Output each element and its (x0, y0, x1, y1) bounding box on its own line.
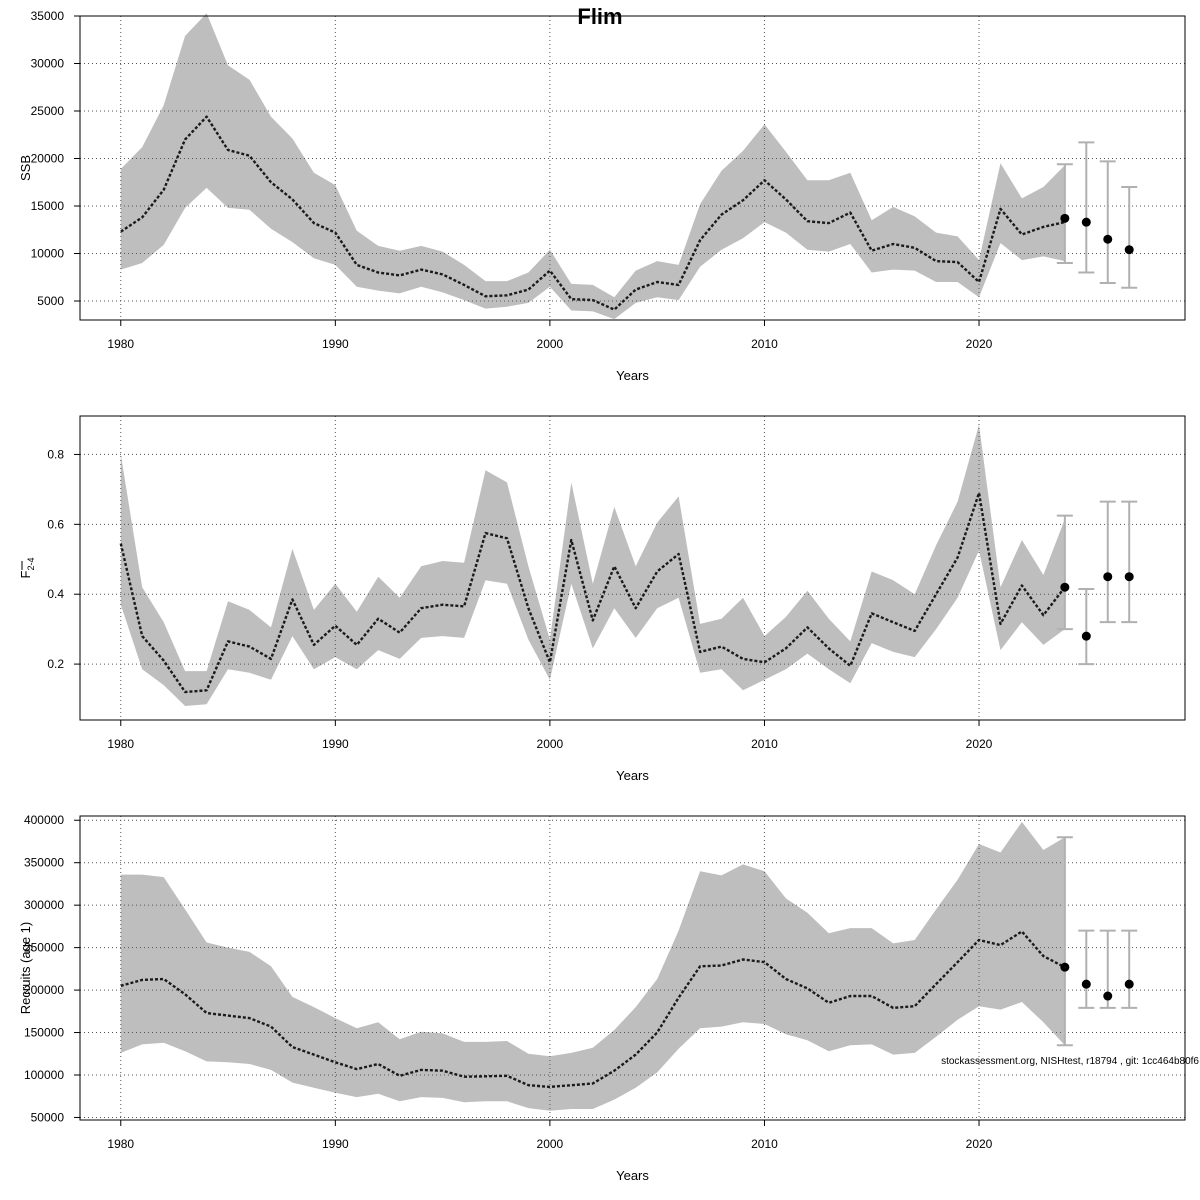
forecast-point (1124, 572, 1134, 582)
recruits-panel: 1980 1990 2000 2010 2020 50000 100000 150000 200… (18, 813, 1186, 1183)
y-axis-label: F2-4 (18, 558, 36, 579)
y-tick-label: 35000 (31, 9, 65, 23)
x-tick-label: 1980 (107, 737, 134, 751)
confidence-band (120, 821, 1065, 1111)
plot-frame (79, 415, 1186, 721)
y-tick-label: 150000 (24, 1026, 64, 1040)
x-tick-label: 2000 (537, 337, 564, 351)
x-axis-label: Years (616, 368, 649, 383)
y-tick-label: 10000 (31, 247, 65, 261)
forecast-point (1124, 245, 1134, 255)
y-tick-label: 25000 (31, 104, 65, 118)
y-tick-label: 0.4 (47, 587, 64, 601)
x-tick-label: 1980 (107, 337, 134, 351)
plot-frame (79, 815, 1186, 1121)
y-tick-label: 100000 (24, 1068, 64, 1082)
forecast-point (1081, 217, 1091, 227)
y-axis-label: Recruits (age 1) (18, 922, 33, 1014)
forecast-point (1081, 979, 1091, 989)
forecast-point (1060, 213, 1070, 223)
y-axis-label-subscript: 2-4 (26, 558, 36, 571)
forecast-point (1124, 979, 1134, 989)
x-tick-label: 1990 (322, 1137, 349, 1151)
forecast-point (1103, 991, 1113, 1001)
y-tick-label: 250000 (24, 941, 64, 955)
estimate-line (120, 930, 1066, 1089)
x-tick-label: 2010 (751, 1137, 778, 1151)
x-tick-label: 2020 (966, 737, 993, 751)
y-tick-label: 0.8 (47, 447, 64, 461)
confidence-band (120, 13, 1065, 320)
x-axis-label: Years (616, 1168, 649, 1183)
y-axis-label-main: Recruits (age 1) (18, 922, 33, 1014)
x-tick-label: 1980 (107, 1137, 134, 1151)
y-tick-label: 350000 (24, 856, 64, 870)
y-tick-label: 30000 (31, 57, 65, 71)
y-tick-label: 50000 (31, 1110, 65, 1124)
y-tick-label: 0.6 (47, 517, 64, 531)
x-tick-label: 2000 (537, 1137, 564, 1151)
estimate-line (119, 491, 1066, 694)
forecast-point (1103, 572, 1113, 582)
y-tick-label: 5000 (37, 294, 64, 308)
plot-frame (79, 15, 1186, 321)
estimate-line (120, 115, 1066, 311)
confidence-band (120, 424, 1065, 706)
x-tick-label: 2010 (751, 737, 778, 751)
y-tick-label: 20000 (31, 152, 65, 166)
x-tick-label: 1990 (322, 337, 349, 351)
forecast-point (1103, 234, 1113, 244)
fbar-panel: 1980 1990 2000 2010 2020 0.2 0.4 0.6 0.8 Years F2-… (18, 415, 1186, 783)
forecast-point (1081, 631, 1091, 641)
x-tick-label: 1990 (322, 737, 349, 751)
y-tick-label: 15000 (31, 199, 65, 213)
ssb-panel: 1980 1990 2000 2010 2020 5000 10000 15000 20000 2… (18, 9, 1186, 383)
x-tick-label: 2020 (966, 337, 993, 351)
credit-text: stockassessment.org, NISHtest, r18794 , … (941, 1056, 1199, 1067)
x-tick-label: 2010 (751, 337, 778, 351)
forecast-point (1060, 962, 1070, 972)
y-tick-label: 300000 (24, 898, 64, 912)
forecast-point (1060, 582, 1070, 592)
y-tick-label: 200000 (24, 983, 64, 997)
y-tick-label: 400000 (24, 813, 64, 827)
y-axis-label: SSB (18, 155, 33, 181)
y-axis-label-main: SSB (18, 155, 33, 181)
y-axis-label-main: F (18, 570, 33, 578)
x-axis-label: Years (616, 768, 649, 783)
x-tick-label: 2020 (966, 1137, 993, 1151)
x-tick-label: 2000 (537, 737, 564, 751)
y-tick-label: 0.2 (47, 657, 64, 671)
